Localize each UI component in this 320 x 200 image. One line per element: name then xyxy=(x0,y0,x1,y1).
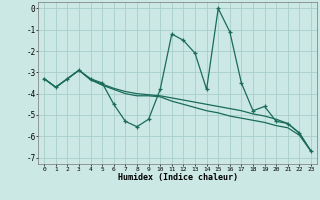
X-axis label: Humidex (Indice chaleur): Humidex (Indice chaleur) xyxy=(118,173,238,182)
